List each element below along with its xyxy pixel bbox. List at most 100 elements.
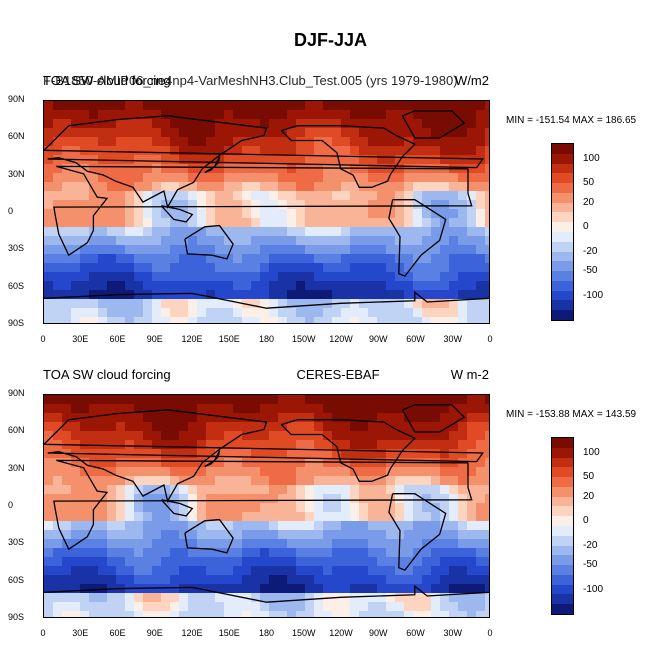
field-cell (278, 575, 288, 585)
field-cell (440, 137, 450, 147)
field-cell (125, 593, 135, 603)
field-cell (98, 557, 108, 567)
coastline (53, 165, 473, 257)
field-cell (134, 458, 144, 468)
field-cell (395, 218, 405, 228)
field-cell (161, 182, 171, 192)
field-cell (242, 236, 252, 246)
field-cell (476, 494, 486, 504)
colorbar-swatch (552, 594, 573, 605)
field-cell (116, 254, 126, 264)
field-cell (53, 611, 63, 617)
field-cell (107, 182, 117, 192)
field-cell (134, 539, 144, 549)
field-cell (242, 539, 252, 549)
field-cell (125, 485, 135, 495)
field-cell (476, 566, 486, 576)
field-cell (287, 227, 297, 237)
field-cell (350, 575, 360, 585)
field-cell (404, 101, 414, 111)
field-cell (386, 584, 396, 594)
field-cell (62, 272, 72, 282)
field-cell (98, 575, 108, 585)
field-cell (98, 530, 108, 540)
field-cell (341, 200, 351, 210)
colorbar-label: 50 (583, 177, 595, 189)
field-cell (233, 431, 243, 441)
field-cell (224, 404, 234, 414)
field-cell (206, 200, 216, 210)
field-cell (269, 539, 279, 549)
field-cell (170, 404, 180, 414)
field-cell (170, 236, 180, 246)
field-cell (341, 308, 351, 318)
field-cell (467, 119, 477, 129)
field-cell (116, 182, 126, 192)
field-cell (179, 512, 189, 522)
field-cell (314, 458, 324, 468)
field-cell (368, 521, 378, 531)
field-cell (359, 431, 369, 441)
field-cell (458, 467, 468, 477)
field-cell (332, 440, 342, 450)
panel-model: TOA SW cloud forcing F-B1850-AMIP06_ne4np… (0, 70, 661, 360)
field-cell (206, 245, 216, 255)
field-cell (404, 209, 414, 219)
field-cell (53, 191, 63, 201)
field-cell (116, 476, 126, 486)
field-cell (161, 191, 171, 201)
field-cell (368, 101, 378, 111)
field-cell (431, 299, 441, 309)
colorbar-swatch (552, 526, 573, 537)
field-cell (287, 200, 297, 210)
field-cell (395, 272, 405, 282)
field-cell (80, 485, 90, 495)
field-cell (215, 236, 225, 246)
field-cell (368, 110, 378, 120)
field-cell (107, 494, 117, 504)
field-cell (215, 422, 225, 432)
field-cell (287, 602, 297, 612)
field-cell (449, 146, 459, 156)
field-cell (44, 575, 54, 585)
field-cell (98, 467, 108, 477)
field-cell (323, 119, 333, 129)
field-cell (422, 422, 432, 432)
field-cell (116, 308, 126, 318)
field-cell (179, 494, 189, 504)
lat-tick-label: 90N (8, 388, 25, 398)
field-cell (413, 422, 423, 432)
field-cell (107, 566, 117, 576)
field-cell (377, 467, 387, 477)
field-cell (449, 539, 459, 549)
field-cell (269, 254, 279, 264)
field-cell (125, 494, 135, 504)
field-cell (242, 110, 252, 120)
field-cell (260, 476, 270, 486)
field-cell (278, 245, 288, 255)
field-cell (449, 137, 459, 147)
field-cell (116, 119, 126, 129)
field-cell (449, 440, 459, 450)
field-cell (386, 494, 396, 504)
field-cell (323, 236, 333, 246)
field-cell (332, 566, 342, 576)
field-cell (332, 395, 342, 405)
field-cell (485, 173, 489, 183)
field-cell (440, 431, 450, 441)
field-cell (224, 530, 234, 540)
lon-tick-label: 30E (72, 628, 89, 638)
field-cell (323, 227, 333, 237)
lon-tick-label: 30W (443, 628, 462, 638)
field-cell (179, 218, 189, 228)
field-cell (134, 299, 144, 309)
field-cell (116, 431, 126, 441)
field-cell (179, 449, 189, 459)
field-cell (152, 272, 162, 282)
field-cell (341, 458, 351, 468)
field-cell (449, 494, 459, 504)
field-cell (224, 146, 234, 156)
field-cell (350, 413, 360, 423)
field-cell (422, 227, 432, 237)
field-cell (170, 173, 180, 183)
